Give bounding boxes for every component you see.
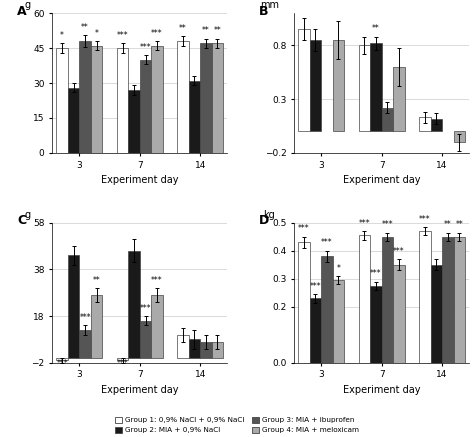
Bar — [382, 108, 393, 132]
Text: ***: *** — [321, 238, 333, 247]
Bar — [430, 118, 442, 132]
Text: **: ** — [93, 276, 100, 284]
Bar — [200, 43, 212, 153]
Text: ***: *** — [393, 247, 405, 256]
Text: ***: *** — [359, 219, 370, 228]
Bar — [117, 358, 128, 361]
Bar — [419, 118, 430, 132]
Bar — [151, 46, 163, 153]
Bar — [91, 295, 102, 358]
Bar — [79, 41, 91, 153]
Text: **: ** — [81, 23, 89, 32]
Bar — [321, 257, 333, 363]
Bar — [310, 40, 321, 132]
Bar — [200, 342, 212, 358]
Bar — [68, 88, 79, 153]
X-axis label: Experiment day: Experiment day — [343, 175, 420, 185]
Text: ***: *** — [79, 313, 91, 322]
Text: **: ** — [214, 26, 221, 35]
Text: ***: *** — [419, 215, 431, 224]
Bar — [298, 243, 310, 363]
Bar — [151, 295, 163, 358]
Text: C: C — [17, 215, 26, 228]
Bar — [370, 43, 382, 132]
Text: ***: *** — [370, 269, 382, 278]
Bar — [212, 43, 223, 153]
Y-axis label: kg: kg — [264, 210, 275, 220]
Text: *: * — [60, 31, 64, 40]
Text: ***: *** — [151, 28, 163, 38]
Text: ***: *** — [151, 276, 163, 284]
Text: **: ** — [444, 220, 452, 229]
Y-axis label: g: g — [25, 0, 31, 10]
Bar — [310, 298, 321, 363]
Text: **: ** — [456, 220, 463, 229]
Bar — [189, 340, 200, 358]
Bar — [359, 45, 370, 132]
Bar — [128, 251, 140, 358]
Legend: Group 1: 0,9% NaCl + 0,9% NaCl, Group 2: MIA + 0,9% NaCl, Group 3: MIA + ibuprof: Group 1: 0,9% NaCl + 0,9% NaCl, Group 2:… — [115, 417, 359, 434]
Bar — [370, 286, 382, 363]
Bar — [117, 48, 128, 153]
Y-axis label: g: g — [25, 210, 31, 220]
Text: ***: *** — [310, 282, 321, 291]
Bar — [140, 321, 151, 358]
Bar — [79, 330, 91, 358]
Text: ***: *** — [117, 31, 128, 40]
X-axis label: Experiment day: Experiment day — [101, 175, 179, 185]
Text: *: * — [337, 264, 340, 273]
Bar — [68, 256, 79, 358]
Text: D: D — [259, 215, 269, 228]
X-axis label: Experiment day: Experiment day — [101, 385, 179, 395]
Bar — [333, 40, 344, 132]
Bar — [128, 90, 140, 153]
Bar — [140, 60, 151, 153]
Bar — [442, 237, 454, 363]
Text: ***: *** — [140, 304, 151, 312]
Bar — [419, 231, 430, 363]
Bar — [298, 29, 310, 132]
Bar — [189, 81, 200, 153]
Bar — [91, 46, 102, 153]
Text: ***: *** — [117, 359, 128, 368]
Bar — [393, 67, 405, 132]
Bar — [177, 41, 189, 153]
Bar — [454, 132, 465, 142]
Bar — [56, 358, 68, 361]
Bar — [454, 237, 465, 363]
Text: **: ** — [202, 26, 210, 35]
Bar — [430, 265, 442, 363]
Bar — [393, 265, 405, 363]
Bar — [177, 335, 189, 358]
Text: ***: *** — [382, 220, 393, 229]
Text: *: * — [95, 28, 99, 38]
Y-axis label: mm: mm — [260, 0, 279, 10]
Text: **: ** — [372, 24, 380, 33]
Text: A: A — [17, 5, 27, 18]
Text: ***: *** — [298, 224, 310, 233]
Text: ***: *** — [140, 42, 151, 52]
Bar — [333, 280, 344, 363]
X-axis label: Experiment day: Experiment day — [343, 385, 420, 395]
Bar — [382, 237, 393, 363]
Text: B: B — [259, 5, 268, 18]
Text: ***: *** — [56, 359, 68, 368]
Bar — [56, 48, 68, 153]
Bar — [212, 342, 223, 358]
Bar — [359, 236, 370, 363]
Text: **: ** — [179, 24, 187, 33]
